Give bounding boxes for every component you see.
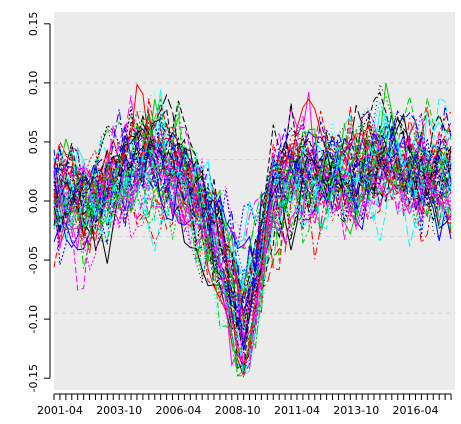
series-line-55 [53,116,452,351]
series-line-28 [53,114,452,284]
series-line-53 [53,132,452,281]
y-tick-label: -0.05 [27,246,40,274]
y-tick-label: -0.10 [27,305,40,333]
x-tick-label: 2008-10 [215,404,261,417]
x-tick-label: 2006-04 [155,404,201,417]
y-tick-label: 0.15 [27,12,40,37]
series-line-9 [53,96,452,377]
x-tick-label: 2016-04 [393,404,439,417]
y-tick-label: 0.05 [27,130,40,155]
series-line-50 [53,142,452,299]
y-tick-label: -0.15 [27,364,40,392]
x-tick-label: 2003-10 [96,404,142,417]
series-line-46 [53,109,452,316]
series-line-57 [53,103,452,371]
x-tick-label: 2013-10 [333,404,379,417]
plot-background [54,12,455,390]
series-line-27 [53,116,452,330]
series-line-58 [53,106,452,354]
series-line-45 [53,143,452,304]
x-axis: 2001-04 2003-10 2006-04 2008-10 2011-04 2013-… [37,393,452,417]
y-tick-label: 0.00 [27,189,40,214]
series-group [53,82,452,378]
x-tick-label: 2011-04 [274,404,320,417]
y-tick-label: 0.10 [27,71,40,96]
x-tick-label: 2001-04 [37,404,83,417]
series-line-60 [53,115,452,370]
y-axis: -0.15 -0.10 -0.05 0.00 0.05 0.10 0.15 [27,12,51,392]
